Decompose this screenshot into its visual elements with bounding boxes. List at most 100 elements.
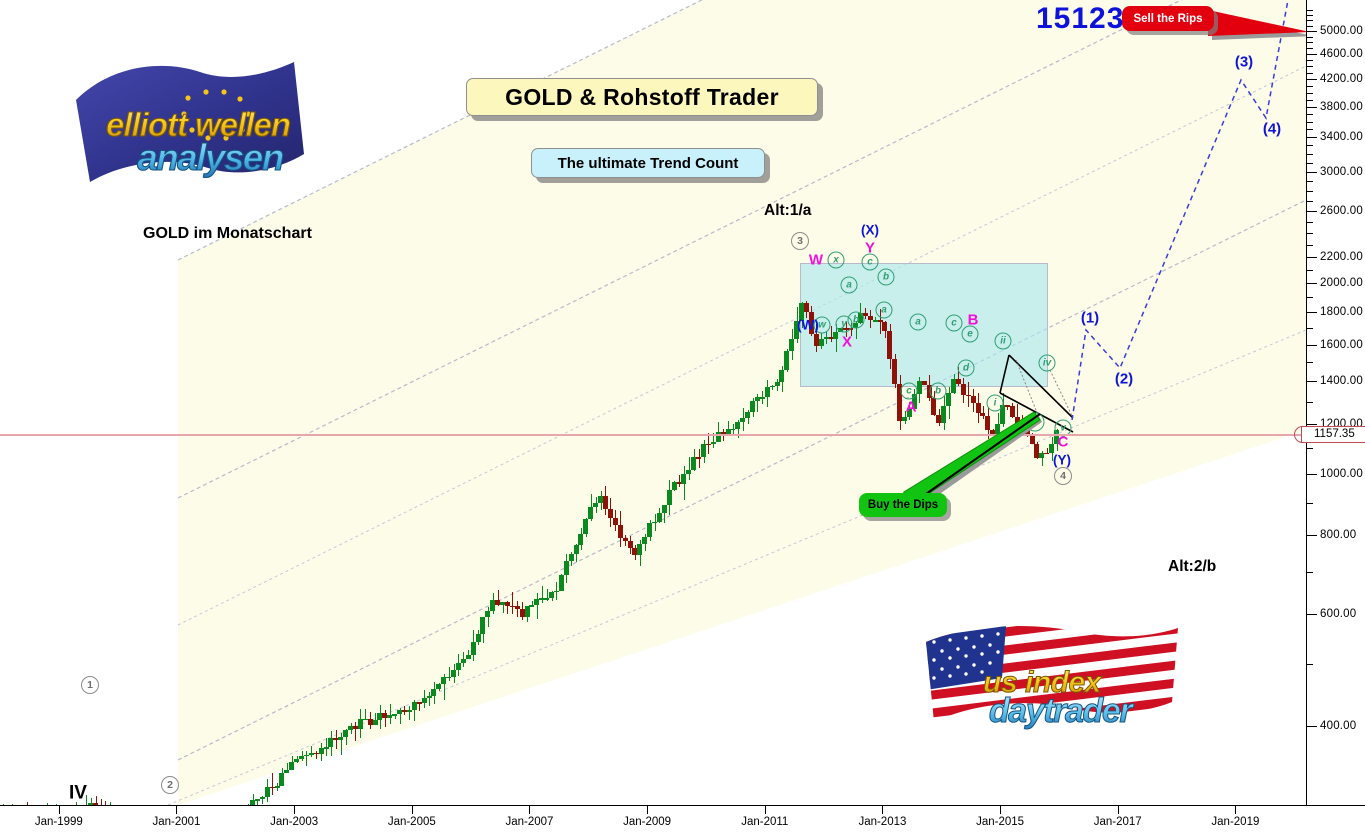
candle-body	[765, 387, 770, 397]
price-minor-tick	[1307, 48, 1313, 49]
wave-label-3: (3)	[1235, 55, 1253, 70]
candle-wick	[537, 593, 538, 619]
wave-label-e: e	[962, 326, 979, 343]
candle-body	[588, 507, 593, 519]
price-tick-label: 4600.00	[1320, 48, 1363, 60]
current-price-tag: 1157.35	[1301, 426, 1365, 443]
price-minor-tick	[1307, 503, 1313, 504]
time-tick	[294, 806, 295, 814]
candle-body	[637, 544, 642, 556]
alt-count-right-label: Alt:2/b	[1168, 558, 1216, 576]
price-minor-tick	[1307, 154, 1313, 155]
candle-body	[603, 496, 608, 508]
candle-body	[652, 522, 657, 524]
candle-body	[554, 591, 559, 593]
sell-the-rips-button[interactable]: Sell the Rips	[1122, 6, 1214, 31]
candle-wick	[409, 706, 410, 720]
candle-body	[338, 737, 343, 740]
price-tick-label: 1600.00	[1320, 339, 1363, 351]
wave-label-b: b	[878, 269, 895, 286]
price-tick-label: 2600.00	[1320, 205, 1363, 217]
price-minor-tick	[1307, 328, 1313, 329]
candle-body	[691, 457, 696, 470]
candle-body	[613, 518, 618, 525]
candle-body	[427, 696, 432, 698]
price-minor-tick	[1307, 42, 1313, 43]
time-tick-label: Jan-2005	[388, 816, 436, 828]
time-tick-label: Jan-2007	[505, 816, 553, 828]
price-minor-tick	[1307, 402, 1313, 403]
candle-wick	[311, 746, 312, 756]
wave-label-iv: iv	[1039, 355, 1056, 372]
candle-body	[760, 397, 765, 399]
candle-body	[882, 322, 887, 331]
candle-body	[559, 575, 564, 591]
candle-body	[740, 418, 745, 422]
candle-body	[745, 412, 750, 418]
candle-wick	[306, 751, 307, 765]
price-tick	[1307, 345, 1317, 346]
wave-label-4: (4)	[1263, 122, 1281, 137]
candle-body	[343, 730, 348, 737]
time-tick-label: Jan-2011	[741, 816, 788, 828]
candle-body	[549, 592, 554, 598]
price-tick-label: 4200.00	[1320, 73, 1363, 85]
candle-body	[578, 534, 583, 545]
candle-body	[255, 799, 260, 801]
sell-the-rips-arrow	[1208, 8, 1306, 44]
wave-label-d: d	[958, 360, 975, 377]
candle-body	[480, 617, 485, 634]
candle-body	[775, 382, 780, 386]
candle-body	[466, 655, 471, 659]
wave-label-ii: ii	[995, 333, 1012, 350]
svg-text:daytrader: daytrader	[989, 692, 1135, 730]
wave-label-a: a	[910, 314, 927, 331]
price-tick	[1307, 424, 1317, 425]
time-tick	[1000, 806, 1001, 814]
candle-body	[647, 523, 652, 537]
wave-label-x: X	[842, 335, 852, 350]
price-tick	[1307, 312, 1317, 313]
alt-count-left-label: Alt:1/a	[764, 202, 811, 220]
wave-label-3: 3	[791, 232, 809, 250]
price-minor-tick	[1307, 60, 1313, 61]
svg-text:analysen: analysen	[137, 137, 284, 178]
wave-label-c: c	[901, 383, 918, 400]
time-tick	[1235, 806, 1236, 814]
time-tick	[1118, 806, 1119, 814]
price-minor-tick	[1307, 191, 1313, 192]
candle-body	[275, 786, 280, 788]
candle-wick	[542, 586, 543, 602]
wave-label-4: 4	[1054, 467, 1072, 485]
time-tick-label: Jan-2019	[1211, 816, 1259, 828]
candle-wick	[449, 667, 450, 681]
price-tick	[1307, 535, 1317, 536]
price-minor-tick	[1307, 93, 1313, 94]
price-tick	[1307, 726, 1317, 727]
candle-body	[485, 611, 490, 618]
candle-body	[608, 509, 613, 518]
buy-the-dips-button[interactable]: Buy the Dips	[859, 493, 947, 517]
price-minor-tick	[1307, 20, 1313, 21]
price-minor-tick	[1307, 245, 1313, 246]
price-tick-label: 5000.00	[1320, 25, 1363, 37]
price-minor-tick	[1307, 270, 1313, 271]
candle-body	[946, 393, 951, 406]
candle-body	[373, 720, 378, 725]
candle-body	[265, 787, 270, 797]
candle-body	[446, 677, 451, 679]
candle-body	[284, 770, 289, 773]
wave-label-c: c	[946, 315, 963, 332]
price-tick-label: 3800.00	[1320, 101, 1363, 113]
candle-body	[471, 642, 476, 655]
candle-body	[407, 710, 412, 712]
time-tick	[882, 806, 883, 814]
candle-body	[779, 370, 784, 382]
candle-body	[642, 537, 647, 543]
candle-body	[358, 719, 363, 729]
time-tick-label: Jan-2001	[153, 816, 201, 828]
wave-label-i: i	[987, 395, 1004, 412]
price-tick	[1307, 283, 1317, 284]
